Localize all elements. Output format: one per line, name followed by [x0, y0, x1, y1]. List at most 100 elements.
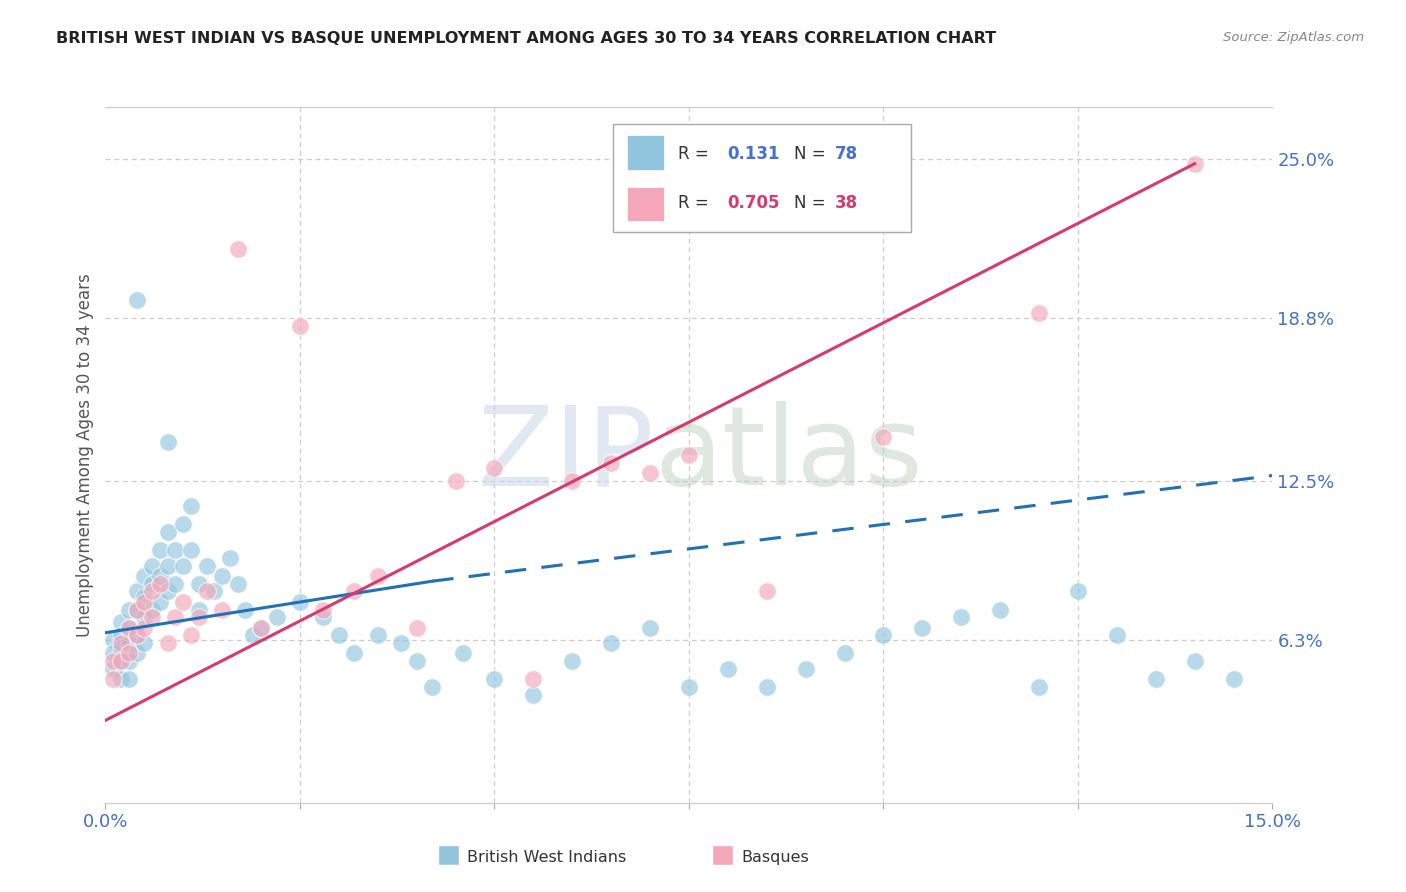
Point — [156, 525, 179, 540]
Point — [141, 602, 163, 616]
Point — [755, 584, 778, 599]
Point — [522, 688, 544, 702]
Point — [367, 628, 389, 642]
Point — [156, 636, 179, 650]
Point — [343, 646, 366, 660]
Point — [165, 543, 187, 558]
FancyBboxPatch shape — [613, 124, 911, 232]
Point — [118, 654, 141, 668]
Point — [312, 602, 335, 616]
Point — [118, 646, 141, 660]
Point — [219, 551, 242, 566]
Point — [118, 602, 141, 616]
Point — [149, 576, 172, 591]
Point — [834, 646, 856, 660]
Point — [522, 672, 544, 686]
Point — [288, 319, 311, 334]
Point — [420, 680, 443, 694]
Point — [103, 646, 125, 660]
Point — [103, 672, 125, 686]
Point — [180, 543, 202, 558]
Point — [911, 621, 934, 635]
Point — [156, 584, 179, 599]
Point — [125, 628, 148, 642]
Text: R =: R = — [679, 194, 714, 212]
Point — [250, 621, 273, 635]
Text: Source: ZipAtlas.com: Source: ZipAtlas.com — [1223, 31, 1364, 45]
Point — [1144, 672, 1167, 686]
Point — [367, 569, 389, 583]
Point — [165, 576, 187, 591]
Point — [172, 595, 194, 609]
Point — [288, 595, 311, 609]
Point — [484, 460, 506, 475]
Point — [328, 628, 350, 642]
Point — [156, 558, 179, 573]
Text: 78: 78 — [835, 145, 858, 162]
Point — [134, 595, 156, 609]
Point — [134, 610, 156, 624]
Bar — [627, 186, 665, 221]
Point — [872, 628, 894, 642]
Point — [125, 584, 148, 599]
Point — [755, 680, 778, 694]
Point — [405, 621, 427, 635]
Point — [165, 610, 187, 624]
Point — [202, 584, 225, 599]
Point — [1105, 628, 1128, 642]
Point — [717, 662, 740, 676]
Point — [118, 621, 141, 635]
Point — [794, 662, 817, 676]
Text: N =: N = — [794, 194, 825, 212]
Point — [110, 654, 132, 668]
Point — [950, 610, 973, 624]
Point — [125, 293, 148, 308]
Point — [110, 628, 132, 642]
Point — [226, 242, 249, 256]
Point — [141, 610, 163, 624]
Point — [1028, 680, 1050, 694]
Point — [266, 610, 288, 624]
Point — [134, 590, 156, 604]
Point — [172, 558, 194, 573]
Point — [118, 672, 141, 686]
Point — [988, 602, 1011, 616]
Point — [134, 569, 156, 583]
Point — [453, 646, 475, 660]
Point — [312, 610, 335, 624]
Y-axis label: Unemployment Among Ages 30 to 34 years: Unemployment Among Ages 30 to 34 years — [76, 273, 94, 637]
Point — [678, 680, 700, 694]
Point — [172, 517, 194, 532]
Point — [1028, 306, 1050, 320]
Point — [156, 435, 179, 450]
Point — [195, 584, 218, 599]
Point — [103, 654, 125, 668]
Point — [125, 646, 148, 660]
Point — [872, 430, 894, 444]
Text: BRITISH WEST INDIAN VS BASQUE UNEMPLOYMENT AMONG AGES 30 TO 34 YEARS CORRELATION: BRITISH WEST INDIAN VS BASQUE UNEMPLOYME… — [56, 31, 997, 46]
Point — [250, 621, 273, 635]
Point — [211, 569, 233, 583]
Point — [125, 602, 148, 616]
Point — [149, 543, 172, 558]
Point — [125, 602, 148, 616]
Point — [110, 654, 132, 668]
Point — [103, 662, 125, 676]
Point — [180, 500, 202, 514]
Point — [141, 584, 163, 599]
Bar — [713, 846, 734, 865]
Point — [103, 633, 125, 648]
Text: 0.705: 0.705 — [727, 194, 780, 212]
Point — [134, 621, 156, 635]
Point — [141, 558, 163, 573]
Point — [343, 584, 366, 599]
Point — [110, 641, 132, 656]
Text: 38: 38 — [835, 194, 858, 212]
Point — [187, 610, 209, 624]
Point — [195, 558, 218, 573]
Point — [187, 576, 209, 591]
Point — [242, 628, 264, 642]
Text: ZIP: ZIP — [478, 401, 654, 508]
Bar — [439, 846, 458, 865]
Point — [600, 636, 623, 650]
